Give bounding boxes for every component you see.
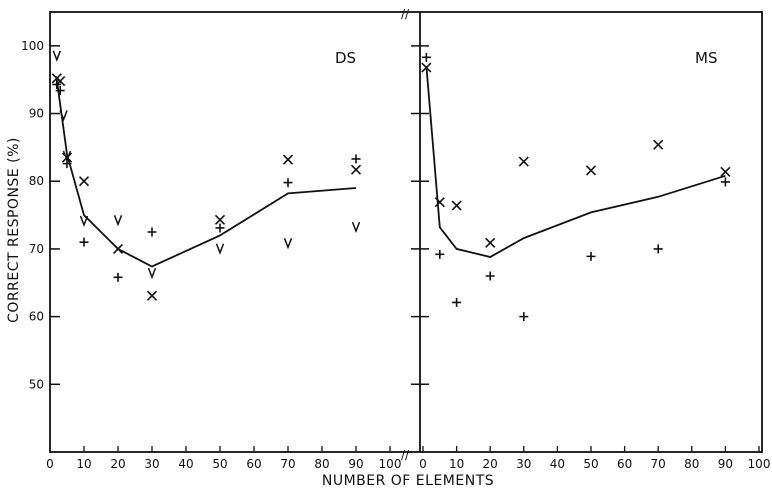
- x-tick-label: 30: [516, 457, 531, 471]
- data-point-v: [283, 238, 293, 250]
- x-tick-label: 80: [314, 457, 329, 471]
- y-tick-label: 80: [29, 174, 44, 188]
- data-point-plus: [452, 297, 462, 307]
- panel-label-ds: DS: [335, 49, 356, 67]
- data-point-v: [52, 50, 61, 62]
- data-point-v: [351, 221, 361, 234]
- plot-frame: [49, 11, 763, 453]
- x-tick-label: 50: [212, 457, 227, 471]
- data-point-x: [451, 200, 462, 211]
- plot-border: [49, 11, 763, 453]
- data-point-x: [146, 290, 158, 301]
- data-point-plus: [113, 272, 123, 282]
- data-point-x: [78, 176, 90, 187]
- x-tick-label: 20: [483, 457, 498, 471]
- data-point-plus: [421, 52, 431, 62]
- y-tick-label: 60: [29, 310, 44, 324]
- panel-ds: [51, 50, 362, 301]
- x-tick-label: 70: [280, 457, 295, 471]
- data-point-plus: [215, 223, 225, 233]
- data-point-plus: [653, 244, 663, 254]
- data-point-v: [147, 267, 157, 280]
- data-point-plus: [519, 312, 529, 322]
- data-point-x: [720, 166, 731, 177]
- data-point-x: [214, 214, 226, 225]
- data-point-x: [350, 164, 362, 175]
- data-point-x: [485, 237, 496, 248]
- data-point-v: [79, 215, 89, 228]
- trend-line: [55, 79, 357, 268]
- y-tick-label: 50: [29, 377, 44, 391]
- x-tick-label: 60: [617, 457, 632, 471]
- data-point-plus: [720, 177, 730, 187]
- data-series: [51, 50, 731, 322]
- x-tick-label: 100: [748, 457, 771, 471]
- x-tick-label: 40: [178, 457, 193, 471]
- x-tick-label: 40: [550, 457, 565, 471]
- x-tick-label: 20: [110, 457, 125, 471]
- data-point-v: [113, 215, 123, 227]
- axis-break-bottom: //: [401, 448, 410, 462]
- x-tick-label: 60: [246, 457, 261, 471]
- x-tick-label: 10: [449, 457, 464, 471]
- data-point-plus: [435, 249, 445, 259]
- data-point-plus: [485, 271, 495, 281]
- data-point-plus: [147, 227, 157, 237]
- x-tick-label: 0: [46, 457, 54, 471]
- data-point-v: [215, 243, 225, 255]
- data-point-plus: [79, 237, 89, 247]
- chart-labels: DS MS NUMBER OF ELEMENTS CORRECT RESPONS…: [6, 7, 717, 489]
- data-point-x: [518, 156, 529, 167]
- data-point-plus: [586, 251, 596, 261]
- axis-break-top: //: [401, 7, 410, 21]
- y-tick-label: 90: [29, 107, 44, 121]
- panel-ms: [421, 52, 731, 322]
- x-tick-label: 30: [144, 457, 159, 471]
- data-point-plus: [351, 154, 361, 164]
- data-point-x: [282, 154, 294, 165]
- data-point-v: [62, 150, 72, 163]
- axis-ticks: 50 60 70 80 90 100 0 0 10 10 20 20 30 30 40 40 50 50 60 60 7…: [21, 39, 770, 471]
- x-tick-label: 100: [379, 457, 402, 471]
- x-tick-label: 70: [651, 457, 666, 471]
- data-point-x: [585, 165, 597, 176]
- x-tick-label: 50: [583, 457, 598, 471]
- trend-line: [425, 66, 726, 258]
- x-tick-label: 90: [718, 457, 733, 471]
- y-tick-label: 100: [21, 39, 44, 53]
- y-tick-label: 70: [29, 242, 44, 256]
- panel-label-ms: MS: [695, 49, 717, 67]
- x-tick-label: 80: [684, 457, 699, 471]
- x-tick-label: 10: [76, 457, 91, 471]
- data-point-x: [653, 139, 664, 150]
- data-point-plus: [55, 86, 65, 96]
- x-tick-label: 90: [348, 457, 363, 471]
- y-axis-title: CORRECT RESPONSE (%): [6, 137, 22, 323]
- x-tick-label: 0: [419, 457, 427, 471]
- x-axis-title: NUMBER OF ELEMENTS: [322, 473, 494, 489]
- data-point-plus: [283, 178, 293, 188]
